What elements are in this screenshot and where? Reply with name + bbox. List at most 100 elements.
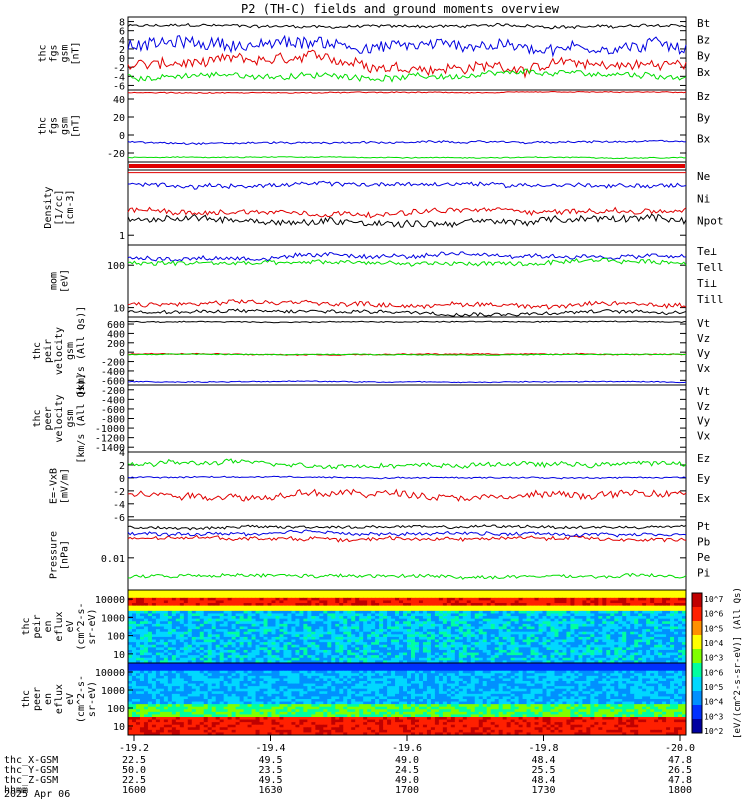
spec-cell: [658, 642, 663, 646]
spec-cell: [131, 652, 137, 656]
spec-cell: [315, 665, 320, 669]
spec-cell: [195, 652, 201, 656]
spec-cell: [271, 610, 276, 614]
spec-cell: [518, 647, 524, 651]
series-pressure-Pb: [127, 534, 687, 543]
spec-cell: [414, 590, 420, 594]
spec-cell: [438, 665, 444, 669]
spec-cell: [430, 665, 436, 669]
spec-cell: [446, 631, 452, 635]
spec-cell: [183, 597, 189, 601]
spec-cell: [339, 663, 344, 667]
spec-cell: [654, 629, 659, 633]
spec-cell: [534, 618, 540, 622]
spec-cell: [135, 621, 141, 625]
spec-cell: [494, 608, 500, 612]
spec-cell: [175, 597, 181, 601]
spec-cell: [630, 621, 635, 625]
spec-cell: [422, 636, 428, 641]
spec-cell: [638, 618, 643, 622]
spec-cell: [586, 663, 591, 667]
spec-cell: [658, 618, 663, 622]
spec-cell: [215, 655, 221, 659]
spec-cell: [359, 634, 364, 638]
spec-cell: [434, 603, 440, 607]
spec-cell: [606, 665, 611, 669]
spec-cell: [562, 590, 567, 594]
spec-cell: [490, 675, 496, 679]
spec-cell: [227, 600, 233, 604]
spec-cell: [474, 626, 480, 630]
spec-cell: [410, 608, 416, 612]
spec-cell: [654, 600, 659, 604]
spec-cell: [287, 668, 292, 672]
spec-cell: [275, 616, 280, 620]
spec-cell: [582, 608, 587, 612]
spec-cell: [279, 621, 284, 625]
spec-cell: [542, 649, 547, 654]
spec-cell: [175, 600, 181, 604]
spec-cell: [175, 618, 181, 622]
spec-cell: [594, 618, 599, 622]
spec-cell: [410, 623, 416, 627]
spec-cell: [682, 642, 687, 646]
spec-cell: [622, 639, 627, 643]
spec-cell: [522, 673, 528, 677]
spec-cell: [303, 605, 308, 609]
spec-cell: [195, 642, 201, 646]
spec-cell: [418, 605, 424, 609]
spec-cell: [367, 670, 372, 674]
spec-cell: [458, 605, 464, 609]
spec-cell: [482, 660, 488, 664]
spec-cell: [199, 657, 205, 661]
spec-cell: [375, 675, 380, 679]
spec-cell: [303, 639, 308, 643]
spec-cell: [347, 636, 352, 641]
spec-cell: [510, 670, 516, 674]
spec-cell: [379, 613, 384, 617]
spec-cell: [203, 660, 209, 664]
spec-cell: [494, 618, 500, 622]
spec-cell: [331, 592, 336, 596]
spec-cell: [534, 634, 540, 638]
spec-cell: [251, 623, 257, 627]
spec-cell: [514, 652, 520, 656]
spec-cell: [526, 670, 532, 674]
spec-cell: [550, 668, 555, 672]
spec-cell: [626, 647, 631, 651]
spec-cell: [538, 639, 544, 643]
spec-cell: [255, 636, 261, 641]
spec-cell: [514, 613, 520, 617]
ytick-label-pressure: 0.01: [101, 554, 125, 565]
spec-cell: [642, 608, 647, 612]
spec-cell: [351, 665, 356, 669]
spec-cell: [678, 639, 683, 643]
spec-cell: [646, 613, 651, 617]
spec-cell: [610, 608, 615, 612]
spec-cell: [630, 655, 635, 659]
spec-cell: [470, 670, 476, 674]
spec-cell: [678, 663, 683, 667]
spec-cell: [171, 675, 177, 679]
spec-cell: [327, 665, 332, 669]
spec-cell: [311, 597, 316, 601]
spec-cell: [478, 631, 484, 635]
spec-cell: [135, 616, 141, 620]
spec-cell: [363, 608, 368, 612]
spec-cell: [171, 649, 177, 654]
spec-cell: [630, 618, 635, 622]
spec-cell: [510, 597, 516, 601]
spec-cell: [319, 657, 324, 661]
spec-cell: [223, 603, 229, 607]
spec-cell: [191, 600, 197, 604]
spec-cell: [670, 668, 675, 672]
spec-cell: [191, 657, 197, 661]
spec-cell: [414, 595, 420, 599]
spec-cell: [383, 629, 388, 633]
spec-cell: [582, 647, 587, 651]
spec-cell: [175, 623, 181, 627]
spec-cell: [128, 595, 133, 599]
spec-cell: [674, 644, 679, 648]
spec-cell: [662, 657, 667, 661]
spec-cell: [570, 642, 575, 646]
